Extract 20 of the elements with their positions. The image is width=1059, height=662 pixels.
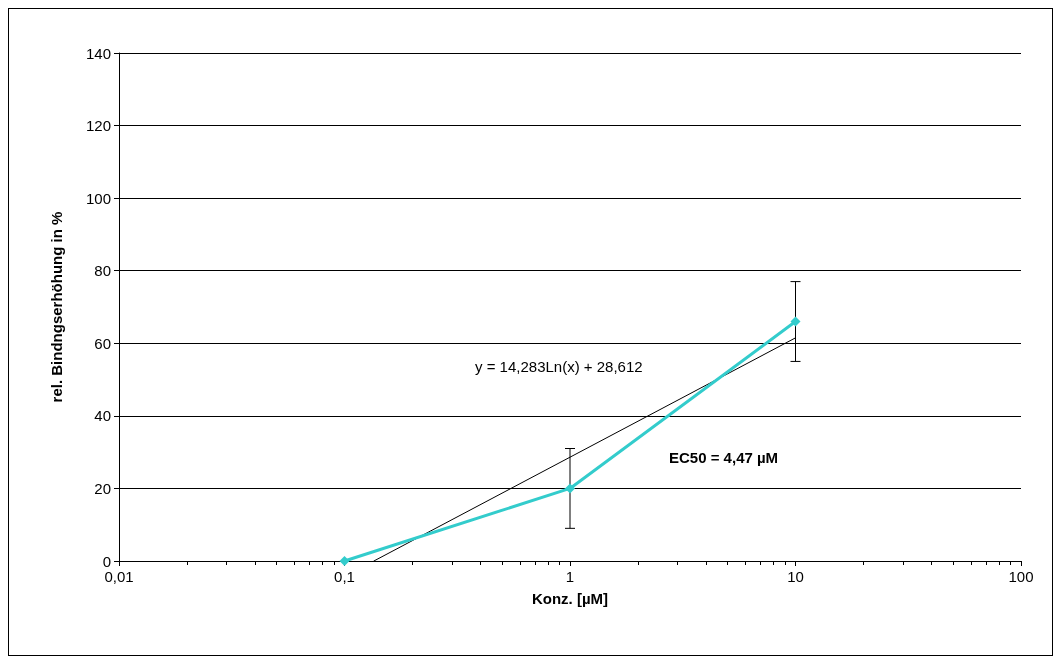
x-tick-label: 10 [787, 568, 804, 585]
point [790, 316, 801, 327]
y-tick-label: 120 [85, 117, 111, 135]
y-tick-label: 80 [94, 262, 111, 280]
annotation: EC50 = 4,47 µM [669, 449, 779, 466]
point [339, 556, 350, 566]
point [565, 483, 575, 494]
x-axis-title: Konz. [µM] [531, 590, 609, 607]
x-tick-label: 0,01 [104, 568, 134, 585]
y-tick-label: 100 [85, 189, 111, 207]
y-tick-label: 60 [94, 334, 111, 352]
x-tick-label: 100 [1008, 568, 1034, 585]
y-tick-label: 20 [94, 479, 111, 497]
y-tick-label: 40 [94, 407, 111, 425]
x-tick-label: 1 [565, 568, 575, 585]
y-axis-title: rel. Bindngserhöhung in % [48, 211, 65, 403]
y-tick-label: 0 [102, 552, 111, 570]
annotation: y = 14,283Ln(x) + 28,612 [475, 358, 643, 375]
x-tick-label: 0,1 [334, 568, 355, 585]
y-tick-label: 140 [85, 44, 111, 62]
